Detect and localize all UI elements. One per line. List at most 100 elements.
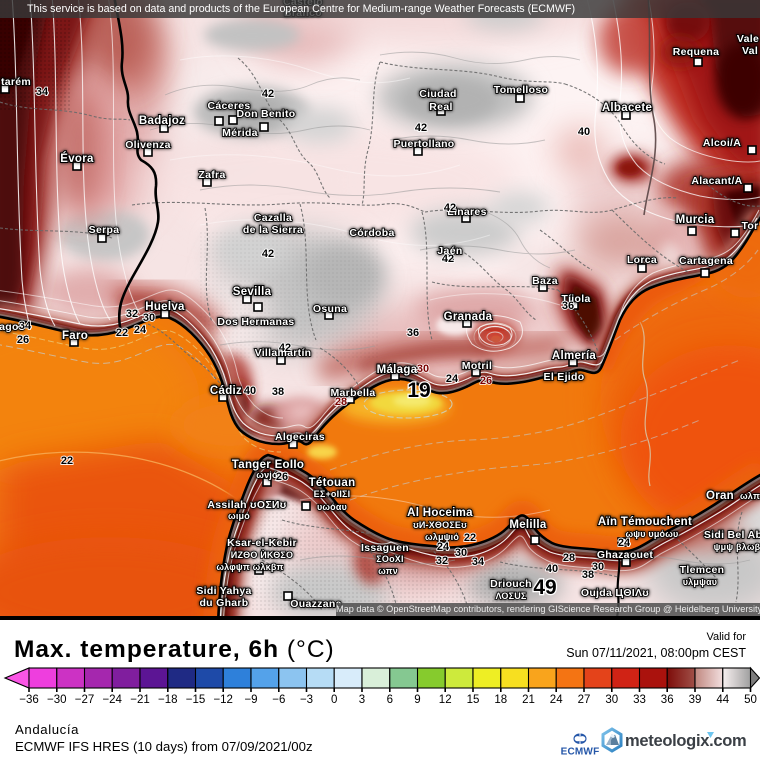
svg-text:Ksar-el-Kebir: Ksar-el-Kebir [227,537,297,549]
svg-text:Tanger ЕоІІо: Tanger ЕоІІо [232,459,304,471]
svg-text:Cádiz: Cádiz [210,385,242,397]
svg-text:ψμψ βλωβ: ψμψ βλωβ [714,542,760,552]
svg-text:Aïn Témouchent: Aïn Témouchent [598,516,692,528]
svg-text:tarém: tarém [1,76,31,88]
svg-text:Ouazzane: Ouazzane [290,598,341,610]
svg-text:30: 30 [592,561,604,573]
svg-text:22: 22 [464,532,476,544]
svg-text:ΛΟΣUΣ: ΛΟΣUΣ [495,591,526,601]
svg-text:28: 28 [563,552,575,564]
svg-text:ωλμψιό: ωλμψιό [425,532,459,542]
svg-text:ΣΟoXI: ΣΟoXI [376,554,403,564]
svg-text:Driouch: Driouch [490,578,532,590]
svg-text:Oujda ЦΘΙΛʊ: Oujda ЦΘΙΛʊ [581,587,649,599]
svg-text:Murcia: Murcia [676,214,715,226]
svg-text:Val: Val [742,45,758,57]
svg-text:Mérida: Mérida [222,127,258,139]
svg-text:33: 33 [633,694,646,706]
svg-text:Évora: Évora [60,152,94,165]
svg-text:30: 30 [417,363,429,375]
svg-text:ωψυ υμόωυ: ωψυ υμόωυ [625,529,678,539]
svg-text:Ghazaouet: Ghazaouet [597,549,654,561]
svg-text:Tor: Tor [741,220,758,232]
svg-text:30: 30 [143,312,155,324]
svg-text:−30: −30 [47,694,67,706]
svg-text:6: 6 [387,694,393,706]
svg-text:Tíjola: Tíjola [561,293,590,305]
svg-text:−18: −18 [158,694,178,706]
svg-text:26: 26 [276,471,288,483]
svg-text:24: 24 [550,694,563,706]
svg-text:Villamartín: Villamartín [255,347,312,359]
svg-text:Cáceres: Cáceres [208,100,251,112]
svg-text:Olivenza: Olivenza [125,139,171,151]
svg-text:40: 40 [244,385,256,397]
svg-text:Badajoz: Badajoz [139,115,185,127]
svg-text:40: 40 [546,563,558,575]
svg-text:Cazalla: Cazalla [254,212,292,224]
svg-text:Osuna: Osuna [313,303,347,315]
svg-text:Tétouan: Tétouan [309,477,356,489]
svg-text:Córdoba: Córdoba [349,227,394,239]
svg-text:27: 27 [578,694,591,706]
svg-text:34: 34 [19,320,32,332]
svg-text:22: 22 [116,327,128,339]
svg-text:42: 42 [279,342,291,354]
svg-text:44: 44 [716,694,729,706]
svg-text:30: 30 [455,547,467,559]
svg-text:Granada: Granada [444,311,493,323]
svg-text:Alcoi/A: Alcoi/A [703,137,741,149]
svg-text:50: 50 [744,694,757,706]
svg-text:22: 22 [61,455,73,467]
svg-text:Serpa: Serpa [89,224,120,236]
svg-text:15: 15 [467,694,480,706]
svg-text:Don Benito: Don Benito [237,108,296,120]
svg-text:Real: Real [429,101,452,113]
svg-text:42: 42 [262,248,274,260]
svg-text:38: 38 [272,386,284,398]
svg-text:9: 9 [414,694,420,706]
svg-text:ИΖΘΟ ЍΚΘΣΟ: ИΖΘΟ ЍΚΘΣΟ [231,550,293,560]
svg-text:39: 39 [689,694,702,706]
svg-text:Vale: Vale [737,33,759,45]
svg-text:υωόαυ: υωόαυ [317,502,347,512]
svg-text:26: 26 [17,334,29,346]
svg-text:meteologix.com: meteologix.com [625,732,746,750]
svg-text:Baza: Baza [532,275,558,287]
svg-text:Puertollano: Puertollano [393,138,454,150]
svg-text:ECMWF: ECMWF [561,747,600,758]
svg-text:30: 30 [605,694,618,706]
svg-text:Huelva: Huelva [145,301,185,313]
svg-text:Alacant/A: Alacant/A [691,175,742,187]
svg-text:42: 42 [415,122,427,134]
svg-text:Faro: Faro [62,330,88,342]
svg-text:du Gharb: du Gharb [199,597,248,609]
svg-text:24: 24 [134,324,147,336]
svg-text:ωπν: ωπν [378,566,398,576]
svg-text:Almería: Almería [552,350,597,362]
svg-text:Albacete: Albacete [602,102,652,114]
svg-text:26: 26 [480,375,492,387]
svg-text:24: 24 [446,373,459,385]
svg-text:Ciudad: Ciudad [419,88,456,100]
svg-text:49: 49 [533,576,556,599]
svg-text:0: 0 [331,694,337,706]
svg-text:Tomelloso: Tomelloso [494,84,548,96]
svg-text:34: 34 [472,556,485,568]
svg-text:34: 34 [36,86,49,98]
svg-text:Sidi Yahya: Sidi Yahya [196,585,251,597]
svg-text:36: 36 [407,327,419,339]
svg-text:Al Hoceima: Al Hoceima [407,507,473,519]
svg-text:21: 21 [522,694,535,706]
svg-text:ωνϳό: ωνϳό [256,470,278,480]
svg-text:38: 38 [582,569,594,581]
svg-text:Linares: Linares [447,206,486,218]
svg-text:−24: −24 [102,694,122,706]
svg-text:El Ejido: El Ejido [544,371,585,383]
svg-text:42: 42 [444,202,456,214]
svg-text:3: 3 [359,694,365,706]
svg-text:Cartagena: Cartagena [679,255,733,267]
svg-text:36: 36 [562,300,574,312]
svg-text:Assilah ʊΟΣИʊ: Assilah ʊΟΣИʊ [207,499,286,511]
svg-text:32: 32 [436,555,448,567]
